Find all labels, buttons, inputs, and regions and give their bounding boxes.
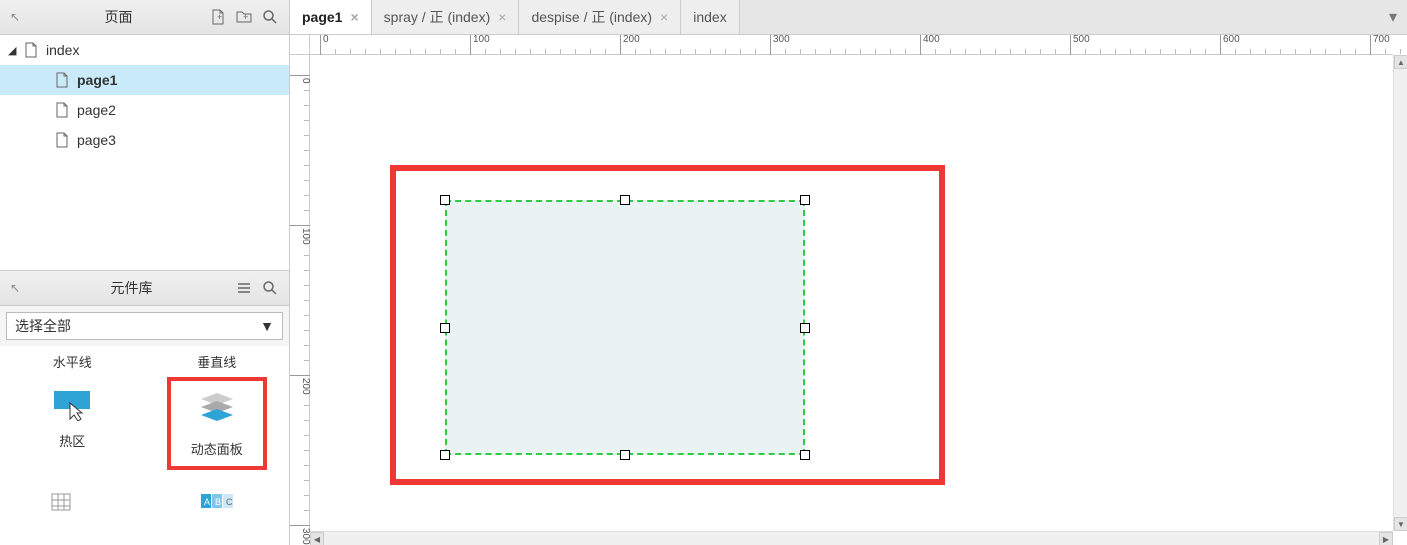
library-grid: 水平线 垂直线 热区 动态面板 [0,346,289,545]
ruler-tick: 200 [620,35,640,55]
tab[interactable]: spray / 正 (index) × [372,0,520,34]
tab-label: spray / 正 (index) [384,7,491,27]
library-panel-header: ↖ 元件库 [0,271,289,306]
canvas-wrap: 0 100 200 300 400 500 600 700 0 100 200 300 ▲ ▼ ◀ … [290,35,1407,545]
resize-handle[interactable] [440,195,450,205]
scroll-down-icon[interactable]: ▼ [1394,517,1407,531]
svg-text:+: + [243,12,248,22]
pages-panel-header: ↖ 页面 + + [0,0,289,35]
tabs: page1×spray / 正 (index)×despise / 正 (ind… [290,0,1407,35]
resize-handle[interactable] [800,195,810,205]
main: page1×spray / 正 (index)×despise / 正 (ind… [290,0,1407,545]
scrollbar-horizontal[interactable]: ◀ ▶ [310,531,1393,545]
ruler-tick: 400 [920,35,940,55]
svg-text:B: B [215,497,221,507]
ruler-vertical[interactable]: 0100200300 [290,55,310,531]
lib-header-hline: 水平线 [17,352,127,371]
pages-tree: ◢ index page1 page2 page3 [0,35,289,270]
svg-text:C: C [226,497,233,507]
tab[interactable]: despise / 正 (index) × [519,0,681,34]
tab-label: page1 [302,9,342,25]
ruler-tick: 0 [290,75,310,84]
ruler-tick: 300 [290,525,310,545]
add-page-icon[interactable]: + [209,8,227,26]
close-icon[interactable]: × [498,9,506,25]
lib-item-label: 热区 [59,431,85,450]
search-icon[interactable] [261,8,279,26]
sidebar: ↖ 页面 + + ◢ index page1 page2 page3 ↖ [0,0,290,545]
tree-item[interactable]: page2 [0,95,289,125]
resize-handle[interactable] [440,450,450,460]
file-icon [55,72,69,88]
file-icon [24,42,38,58]
resize-handle[interactable] [800,323,810,333]
tab-label: index [693,9,726,25]
library-select-label: 选择全部 [15,316,71,336]
ruler-corner [290,35,310,55]
ruler-tick: 100 [470,35,490,55]
lib-item-repeater[interactable] [22,484,122,520]
scrollbar-vertical[interactable]: ▲ ▼ [1393,55,1407,531]
collapse-icon[interactable]: ↖ [10,10,28,24]
library-select[interactable]: 选择全部 ▼ [6,312,283,340]
resize-handle[interactable] [800,450,810,460]
library-panel: ↖ 元件库 选择全部 ▼ 水平线 垂直线 [0,270,289,545]
resize-handle[interactable] [620,195,630,205]
ruler-tick: 200 [290,375,310,395]
ruler-tick: 0 [320,35,329,55]
file-icon [55,102,69,118]
scroll-left-icon[interactable]: ◀ [310,532,324,545]
collapse-icon[interactable]: ↖ [10,281,28,295]
lib-item-label: 动态面板 [191,439,243,458]
ruler-horizontal[interactable]: 0 100 200 300 400 500 600 700 [310,35,1393,55]
tree-item[interactable]: page1 [0,65,289,95]
ruler-tick: 500 [1070,35,1090,55]
selected-widget[interactable] [445,200,805,455]
add-folder-icon[interactable]: + [235,8,253,26]
ruler-tick: 300 [770,35,790,55]
search-icon[interactable] [261,279,279,297]
resize-handle[interactable] [440,323,450,333]
close-icon[interactable]: × [660,9,668,25]
file-icon [55,132,69,148]
pages-panel-title: 页面 [28,7,209,27]
tree-root-label: index [46,42,79,58]
ruler-tick: 700 [1370,35,1390,55]
svg-text:A: A [204,497,210,507]
lib-item-hotspot[interactable]: 热区 [22,377,122,470]
tree-item-label: page1 [77,72,117,88]
tab[interactable]: index [681,0,739,34]
scroll-up-icon[interactable]: ▲ [1394,55,1407,69]
tree-toggle-icon[interactable]: ◢ [8,44,20,57]
lib-item-textblock[interactable]: ABC [167,484,267,520]
lib-item-dynamic-panel[interactable]: 动态面板 [167,377,267,470]
tree-item-label: page2 [77,102,116,118]
ruler-tick: 600 [1220,35,1240,55]
close-icon[interactable]: × [350,9,358,25]
menu-icon[interactable] [235,279,253,297]
lib-header-vline: 垂直线 [162,352,272,371]
tree-item[interactable]: page3 [0,125,289,155]
library-panel-title: 元件库 [28,278,235,298]
resize-handle[interactable] [620,450,630,460]
tabs-overflow-icon[interactable]: ▾ [1379,0,1407,34]
scroll-right-icon[interactable]: ▶ [1379,532,1393,545]
tab[interactable]: page1 × [290,0,372,34]
svg-text:+: + [217,12,222,22]
tree-root[interactable]: ◢ index [0,35,289,65]
chevron-down-icon: ▼ [260,318,274,334]
tree-item-label: page3 [77,132,116,148]
ruler-tick: 100 [290,225,310,245]
canvas[interactable] [310,55,1393,531]
tab-label: despise / 正 (index) [531,7,652,27]
